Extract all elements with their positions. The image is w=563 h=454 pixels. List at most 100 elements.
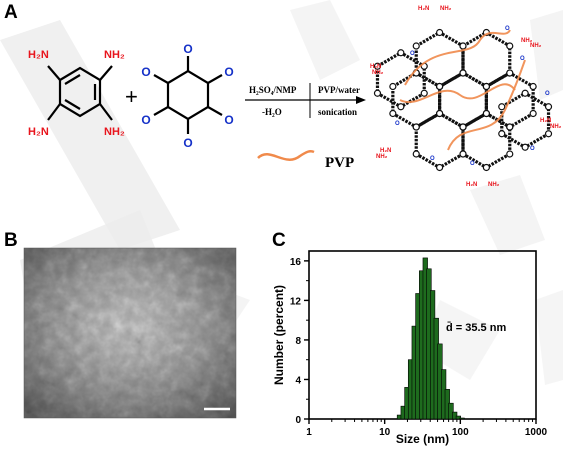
- framework-node: [436, 82, 444, 91]
- amine-label: H₂N: [28, 49, 49, 61]
- x-tick-label: 1: [306, 427, 312, 438]
- framework-node: [544, 130, 553, 138]
- framework-amine-label: H₂N: [380, 148, 391, 154]
- x-tick-label: 1000: [525, 427, 548, 438]
- framework-oxygen-label: O: [470, 161, 475, 167]
- pvp-legend-label: PVP: [325, 155, 354, 171]
- tem-frame: [23, 247, 237, 419]
- plus-sign: +: [125, 84, 138, 109]
- y-tick-label: 16: [290, 257, 302, 268]
- framework-node: [529, 109, 537, 118]
- histogram-bar: [448, 402, 454, 420]
- oxygen-label: O: [141, 65, 150, 79]
- panel-label-b: B: [4, 230, 18, 251]
- tem-micrograph: [24, 248, 236, 418]
- panel-label-c: C: [272, 230, 286, 251]
- framework-node: [498, 130, 506, 138]
- framework-oxygen-label: O: [545, 91, 550, 97]
- y-tick-label: 4: [295, 375, 301, 386]
- framework-amine-label: NH₂: [550, 124, 562, 130]
- amine-label: H₂N: [28, 126, 49, 138]
- framework-amine-label: NH₂: [440, 6, 452, 12]
- framework-node: [482, 109, 490, 118]
- framework-node: [482, 82, 490, 91]
- oxygen-label: O: [183, 136, 192, 150]
- y-tick-label: 8: [295, 336, 301, 347]
- framework-amine-label: H₂N: [370, 64, 381, 70]
- framework-amine-label: NH₂: [521, 38, 533, 44]
- step2-method: sonication: [318, 107, 357, 117]
- framework-oxygen-label: O: [430, 156, 435, 162]
- y-tick-label: 0: [295, 415, 301, 426]
- framework-amine-label: NH₂: [488, 182, 500, 188]
- step1-conditions: H₂SO₄/NMP: [249, 85, 297, 95]
- framework-network: [373, 28, 553, 172]
- framework-node: [389, 82, 397, 91]
- framework-node: [436, 28, 444, 37]
- oxygen-label: O: [224, 65, 233, 79]
- framework-node: [506, 150, 514, 158]
- amine-label: NH₂: [104, 126, 125, 138]
- framework-amine-label: H₂N: [466, 182, 477, 188]
- tetraaminobenzene-structure: [47, 65, 113, 121]
- framework-oxygen-label: O: [520, 56, 525, 62]
- framework-node: [373, 89, 382, 97]
- framework-node: [529, 82, 537, 91]
- framework-node: [544, 103, 553, 111]
- framework-node: [498, 103, 506, 111]
- x-axis-label: Size (nm): [396, 432, 449, 446]
- framework-node: [436, 163, 444, 172]
- pvp-chain: [404, 29, 511, 86]
- cyclohexanehexone-structure: [153, 56, 223, 134]
- framework-node: [482, 163, 490, 172]
- oxygen-label: O: [141, 113, 150, 127]
- pvp-chain: [399, 83, 516, 103]
- histogram-bar: [455, 415, 461, 420]
- oxygen-labels: O O O O O O: [141, 42, 233, 150]
- framework-node: [412, 150, 420, 158]
- framework-node: [397, 103, 405, 111]
- framework-node: [521, 89, 529, 97]
- framework-amine-label: NH₂: [530, 43, 542, 49]
- framework-node: [397, 49, 405, 57]
- oxygen-label: O: [183, 42, 192, 56]
- framework-node: [459, 123, 467, 131]
- histogram-bar: [459, 417, 465, 420]
- framework-node: [506, 123, 514, 131]
- framework-node: [506, 69, 514, 77]
- step2-conditions: PVP/water: [318, 85, 360, 95]
- pvp-legend-line: [257, 149, 315, 161]
- framework-node: [459, 42, 467, 50]
- framework-node: [459, 69, 467, 77]
- framework-node: [420, 89, 428, 97]
- framework-amine-label: NH₂: [376, 154, 388, 160]
- framework-oxygen-label: O: [505, 26, 510, 32]
- framework-oxygen-label: O: [530, 146, 535, 152]
- framework-node: [412, 123, 420, 131]
- framework-node: [389, 109, 397, 118]
- oxygen-label: O: [224, 113, 233, 127]
- mean-size-annotation: d̄ = 35.5 nm: [446, 322, 506, 334]
- framework-amine-label: NH₂: [372, 70, 384, 76]
- panel-label-a: A: [4, 2, 18, 23]
- framework-oxygen-label: O: [410, 51, 415, 57]
- framework-amine-label: H₂N: [540, 118, 551, 124]
- y-axis-label: Number (percent): [272, 285, 286, 385]
- pvp-chain: [447, 59, 526, 151]
- arrow-head: [356, 96, 366, 104]
- framework-node: [459, 150, 467, 158]
- x-tick-label: 10: [379, 427, 391, 438]
- histogram-bar: [452, 411, 458, 420]
- x-tick-label: 100: [452, 427, 469, 438]
- step1-byproduct: -H₂O: [262, 107, 282, 117]
- framework-node: [521, 143, 529, 151]
- framework-node: [412, 42, 420, 50]
- y-tick-label: 12: [290, 296, 302, 307]
- framework-node: [373, 62, 382, 70]
- framework-node: [506, 42, 514, 50]
- framework-amine-label: H₂N: [418, 6, 429, 12]
- framework-oxygen-label: O: [395, 121, 400, 127]
